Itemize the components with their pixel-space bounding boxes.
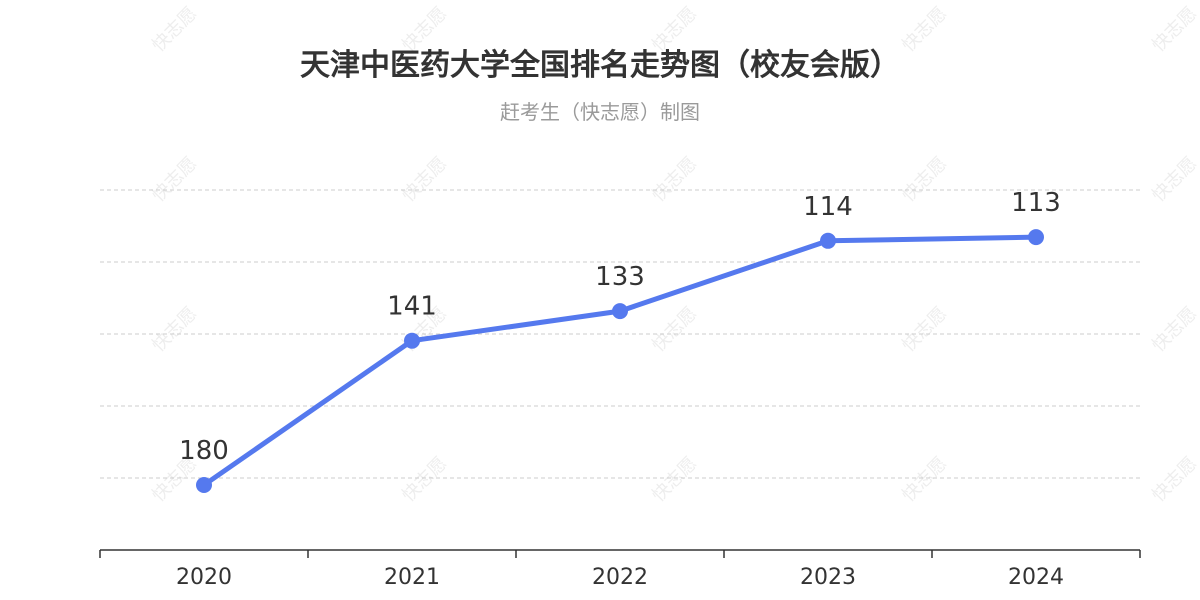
watermark-text: 快志愿 [648, 303, 701, 356]
watermark-text: 快志愿 [148, 153, 201, 206]
data-point [612, 303, 628, 320]
data-labels: 180 141 133 114 113 [179, 188, 1061, 466]
watermark-text: 快志愿 [398, 153, 451, 206]
x-tick-label: 2021 [384, 565, 440, 590]
watermark-text: 快志愿 [648, 153, 701, 206]
data-label: 113 [1011, 188, 1061, 218]
x-tick-label: 2022 [592, 565, 648, 590]
data-label: 180 [179, 436, 229, 466]
watermark-text: 快志愿 [398, 3, 451, 56]
watermark-text: 快志愿 [898, 3, 951, 56]
watermark-text: 快志愿 [898, 303, 951, 356]
data-label: 141 [387, 292, 437, 322]
x-tick-label: 2020 [176, 565, 232, 590]
gridlines [100, 189, 1140, 479]
data-point [820, 232, 836, 249]
watermark-text: 快志愿 [1148, 453, 1200, 506]
data-point [196, 477, 212, 493]
chart-subtitle: 赶考生（快志愿）制图 [500, 100, 700, 124]
data-point [404, 332, 420, 349]
watermark-text: 快志愿 [898, 453, 951, 506]
watermark-text: 快志愿 [1148, 303, 1200, 356]
watermark-text: 快志愿 [148, 3, 201, 56]
watermark-text: 快志愿 [1148, 3, 1200, 56]
x-axis: 2020 2021 2022 2023 2024 [99, 549, 1141, 590]
watermark-text: 快志愿 [648, 453, 701, 506]
series-layer [196, 229, 1044, 493]
watermark-text: 快志愿 [1148, 153, 1200, 206]
watermark-text: 快志愿 [148, 303, 201, 356]
data-label: 114 [803, 192, 853, 222]
x-tick-label: 2024 [1008, 565, 1064, 590]
data-point [1028, 229, 1044, 246]
watermark-text: 快志愿 [648, 3, 701, 56]
watermark-layer: 快志愿 快志愿 快志愿 快志愿 快志愿快志愿 快志愿 快志愿 快志愿 快志愿快志愿 快志愿 快志愿快… [148, 3, 1200, 506]
watermark-text: 快志愿 [398, 453, 451, 506]
data-label: 133 [595, 262, 645, 292]
x-tick-label: 2023 [800, 565, 856, 590]
watermark-text: 快志愿 [898, 153, 951, 206]
chart-title: 天津中医药大学全国排名走势图（校友会版） [300, 48, 900, 83]
